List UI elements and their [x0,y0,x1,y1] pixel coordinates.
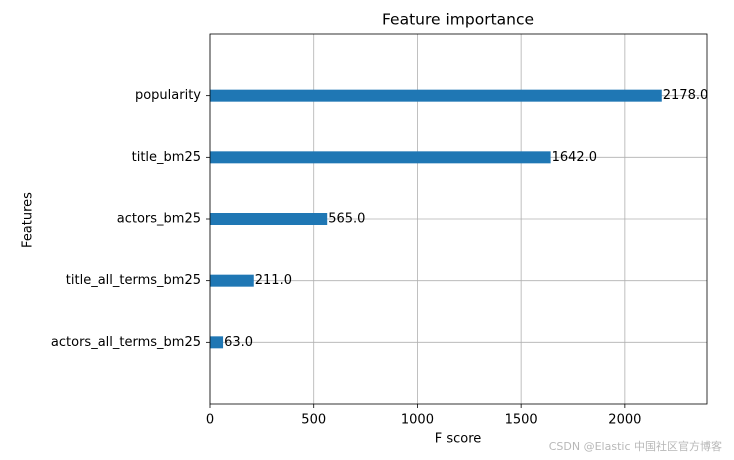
chart-title: Feature importance [382,11,534,29]
data-label: 63.0 [224,335,253,350]
x-tick-label: 1500 [505,413,538,428]
x-tick-label: 0 [206,413,214,428]
bar [210,213,328,225]
y-axis-label: Features [21,192,36,248]
bar [210,89,662,102]
data-label: 211.0 [255,273,292,288]
bar [210,274,254,287]
y-tick-label: popularity [135,88,201,103]
y-tick-label: title_all_terms_bm25 [66,273,201,288]
data-label: 2178.0 [663,88,709,103]
data-label: 565.0 [328,212,365,227]
x-tick-label: 1000 [401,413,434,428]
plot-frame [209,33,708,405]
y-tick-label: title_bm25 [132,150,201,165]
watermark: CSDN @Elastic 中国社区官方博客 [549,439,722,453]
y-tick-label: actors_bm25 [117,212,201,227]
x-tick-label: 2000 [608,413,641,428]
bar [210,151,551,164]
bar [210,336,224,349]
x-axis-label: F score [435,432,482,447]
x-tick-label: 500 [301,413,326,428]
y-tick-label: actors_all_terms_bm25 [51,335,201,350]
data-label: 1642.0 [552,150,598,165]
